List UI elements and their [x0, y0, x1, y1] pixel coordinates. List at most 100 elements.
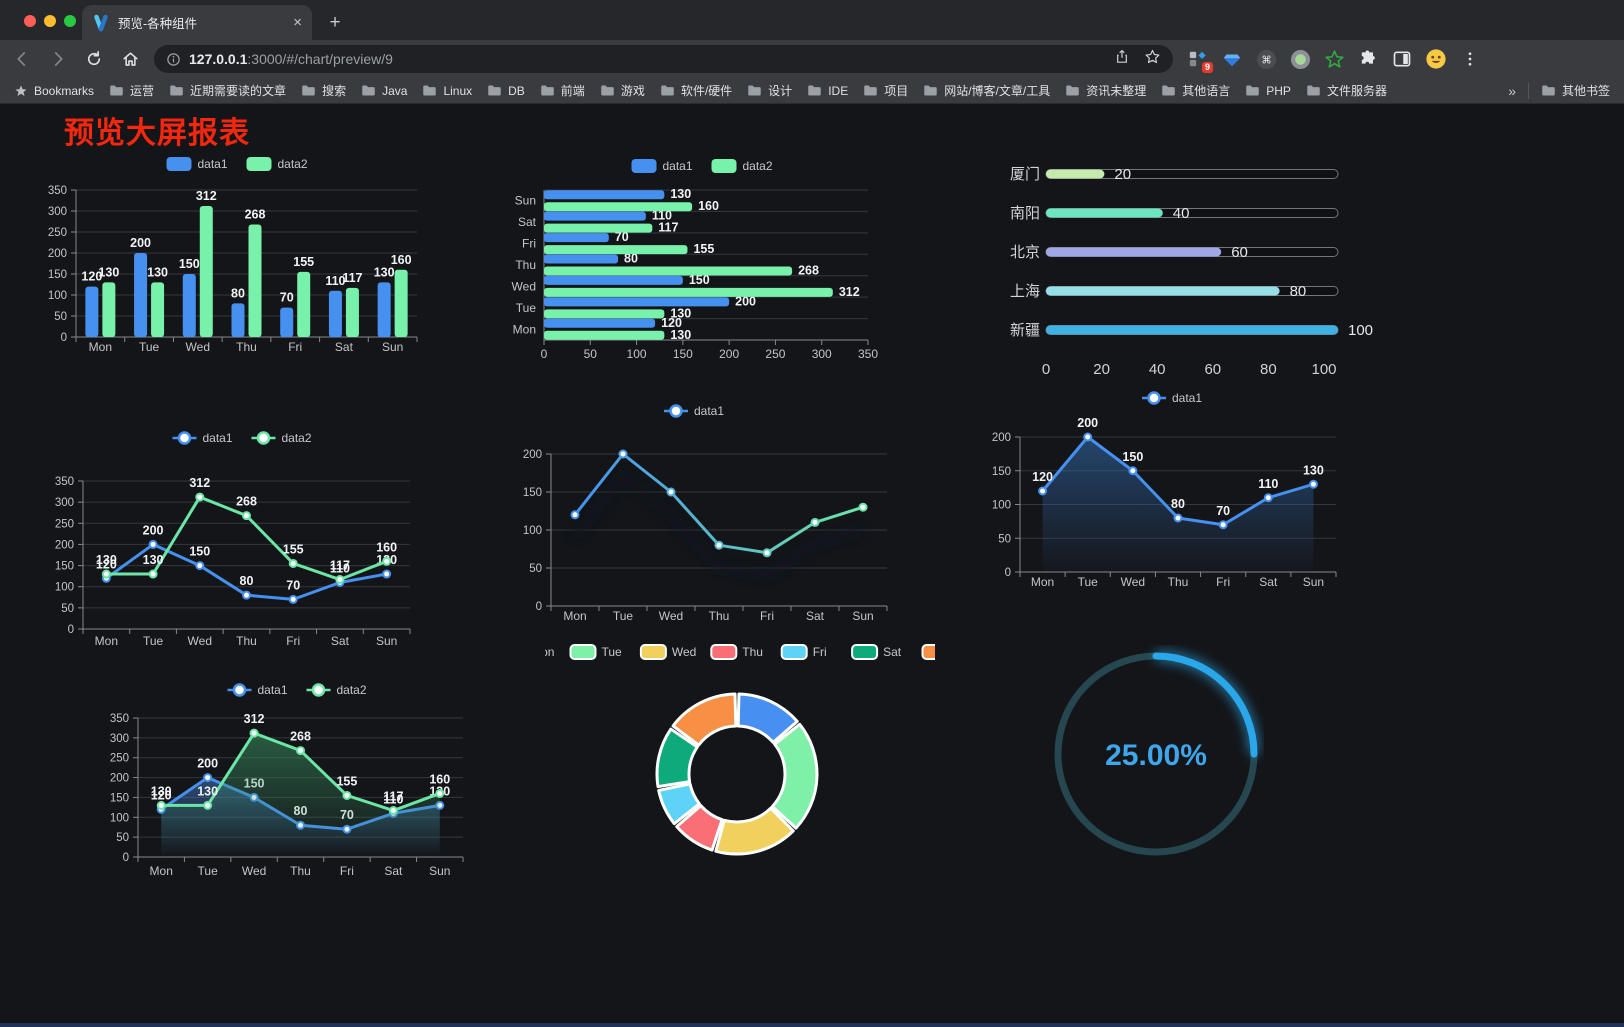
svg-text:100: 100 — [627, 347, 647, 361]
back-button[interactable] — [8, 45, 36, 73]
bookmark-folder[interactable]: 搜索 — [301, 82, 346, 99]
folder-icon — [1307, 85, 1320, 96]
folder-icon — [864, 85, 877, 96]
svg-text:350: 350 — [110, 713, 129, 725]
svg-text:268: 268 — [798, 264, 819, 278]
bookmark-folder[interactable]: 软件/硬件 — [660, 82, 732, 99]
extensions-puzzle-icon[interactable] — [1357, 48, 1379, 70]
svg-text:data2: data2 — [282, 431, 312, 445]
svg-text:data2: data2 — [278, 157, 308, 171]
new-tab-button[interactable]: + — [329, 12, 341, 33]
svg-text:150: 150 — [673, 347, 693, 361]
extension-blocker-icon[interactable]: 9 — [1187, 48, 1213, 73]
forward-button[interactable] — [44, 45, 72, 73]
chart-area-two-series[interactable]: data1 data2 0 50 100 150 200 250 300 350 Mon Tue Wed… — [100, 675, 490, 900]
svg-text:Mon: Mon — [89, 340, 112, 354]
svg-text:120: 120 — [81, 270, 102, 284]
bookmark-folder[interactable]: IDE — [807, 82, 848, 99]
menu-kebab-icon[interactable] — [1459, 48, 1481, 70]
bookmark-folder[interactable]: 其他语言 — [1161, 82, 1230, 99]
close-tab-icon[interactable]: × — [293, 14, 302, 31]
svg-text:新疆: 新疆 — [1010, 322, 1040, 339]
bookmark-folder[interactable]: 网站/博客/文章/工具 — [923, 82, 1050, 99]
svg-text:200: 200 — [197, 757, 218, 771]
bookmark-folder[interactable]: DB — [487, 82, 525, 99]
svg-text:0: 0 — [68, 624, 74, 636]
bookmark-folder[interactable]: Java — [361, 82, 407, 99]
svg-text:130: 130 — [670, 328, 691, 342]
bookmarks-manager[interactable]: Bookmarks — [14, 84, 94, 98]
svg-text:200: 200 — [110, 773, 129, 785]
bookmarks-overflow-button[interactable]: » — [1508, 82, 1516, 99]
zoom-window-button[interactable] — [64, 15, 76, 27]
extension-command-icon[interactable]: ⌘ — [1255, 48, 1277, 70]
bookmark-folder[interactable]: PHP — [1245, 82, 1291, 99]
svg-text:Thu: Thu — [1168, 575, 1189, 589]
bookmark-folder[interactable]: 设计 — [747, 82, 792, 99]
svg-text:上海: 上海 — [1010, 283, 1040, 300]
svg-text:80: 80 — [231, 286, 245, 300]
svg-text:Tue: Tue — [198, 864, 219, 878]
svg-text:0: 0 — [61, 332, 67, 344]
svg-text:Sat: Sat — [806, 609, 825, 623]
bookmark-folder[interactable]: 近期需要读的文章 — [169, 82, 286, 99]
chart-area-single[interactable]: data1 0 50 100 150 200 Mon Tue Wed Thu Fri Sat Sun 12… — [985, 386, 1360, 604]
side-panel-icon[interactable] — [1391, 48, 1413, 70]
other-bookmarks-folder[interactable]: 其他书签 — [1541, 82, 1610, 99]
chart-city-progress[interactable]: 厦门 20 南阳 40 北京 60 上海 80 新疆 100 0 20 40 60 80 100 — [1000, 156, 1380, 396]
bookmark-star-icon[interactable] — [1144, 48, 1161, 70]
bookmark-folder[interactable]: 资讯未整理 — [1065, 82, 1146, 99]
folder-icon — [1542, 85, 1555, 96]
svg-text:200: 200 — [719, 347, 739, 361]
svg-text:0: 0 — [536, 601, 542, 613]
svg-text:312: 312 — [196, 189, 217, 203]
extension-star-icon[interactable] — [1323, 48, 1345, 70]
folder-icon — [601, 85, 614, 96]
bookmark-folder[interactable]: 文件服务器 — [1306, 82, 1387, 99]
svg-text:200: 200 — [130, 236, 151, 250]
svg-text:Sun: Sun — [376, 634, 397, 648]
bookmark-folder[interactable]: Linux — [422, 82, 472, 99]
close-window-button[interactable] — [24, 15, 36, 27]
chart-gauge-percent[interactable]: 25.00% — [1048, 645, 1264, 865]
profile-avatar[interactable] — [1425, 48, 1447, 70]
bookmark-folder[interactable]: 游戏 — [600, 82, 645, 99]
svg-text:Mon: Mon — [95, 634, 118, 648]
chart-line-two-series[interactable]: data1 data2 0 50 100 150 200 250 300 350 Mon Tue Wed… — [45, 423, 435, 658]
minimize-window-button[interactable] — [44, 15, 56, 27]
svg-text:130: 130 — [670, 187, 691, 201]
extension-dot-icon[interactable] — [1289, 48, 1311, 70]
svg-text:Sun: Sun — [382, 340, 403, 354]
bookmark-folder[interactable]: 前端 — [540, 82, 585, 99]
folder-icon — [1246, 85, 1260, 96]
home-button[interactable] — [116, 45, 144, 73]
svg-text:200: 200 — [523, 449, 542, 461]
address-bar[interactable]: 127.0.0.1:3000/#/chart/preview/9 — [154, 45, 1173, 73]
svg-text:130: 130 — [1303, 463, 1324, 477]
svg-text:110: 110 — [325, 274, 345, 288]
chart-line-gradient[interactable]: data1 0 50 100 150 200 Mon Tue Wed Thu Fri Sat Sun — [495, 398, 895, 628]
site-info-icon[interactable] — [166, 52, 181, 67]
chart-hbar-grouped[interactable]: data1 data2 0 50 100 150 200 250 300 350 Mon Tue Wed… — [500, 150, 900, 368]
svg-text:70: 70 — [286, 578, 300, 592]
extension-gem-icon[interactable] — [1221, 48, 1243, 70]
share-icon[interactable] — [1114, 48, 1130, 70]
svg-text:100: 100 — [110, 812, 129, 824]
bookmark-folder[interactable]: 运营 — [109, 82, 154, 99]
svg-text:Wed: Wed — [672, 645, 696, 659]
bookmark-folder[interactable]: 项目 — [863, 82, 908, 99]
svg-text:70: 70 — [280, 291, 294, 305]
folder-icon — [661, 85, 674, 96]
reload-button[interactable] — [80, 45, 108, 73]
browser-toolbar: 127.0.0.1:3000/#/chart/preview/9 9 — [0, 40, 1624, 78]
svg-text:Tue: Tue — [602, 645, 623, 659]
svg-text:0: 0 — [1042, 361, 1050, 378]
svg-text:Fri: Fri — [286, 634, 300, 648]
browser-tab[interactable]: 预览-各种组件 × — [82, 5, 312, 40]
extension-badge: 9 — [1201, 62, 1213, 73]
svg-text:150: 150 — [110, 792, 129, 804]
chart-bar-grouped[interactable]: data1 data2 0 50 100 150 200 250 300 350 Mon Tue Wed… — [40, 146, 432, 366]
svg-text:200: 200 — [735, 294, 756, 308]
page-title: 预览大屏报表 — [64, 117, 250, 150]
